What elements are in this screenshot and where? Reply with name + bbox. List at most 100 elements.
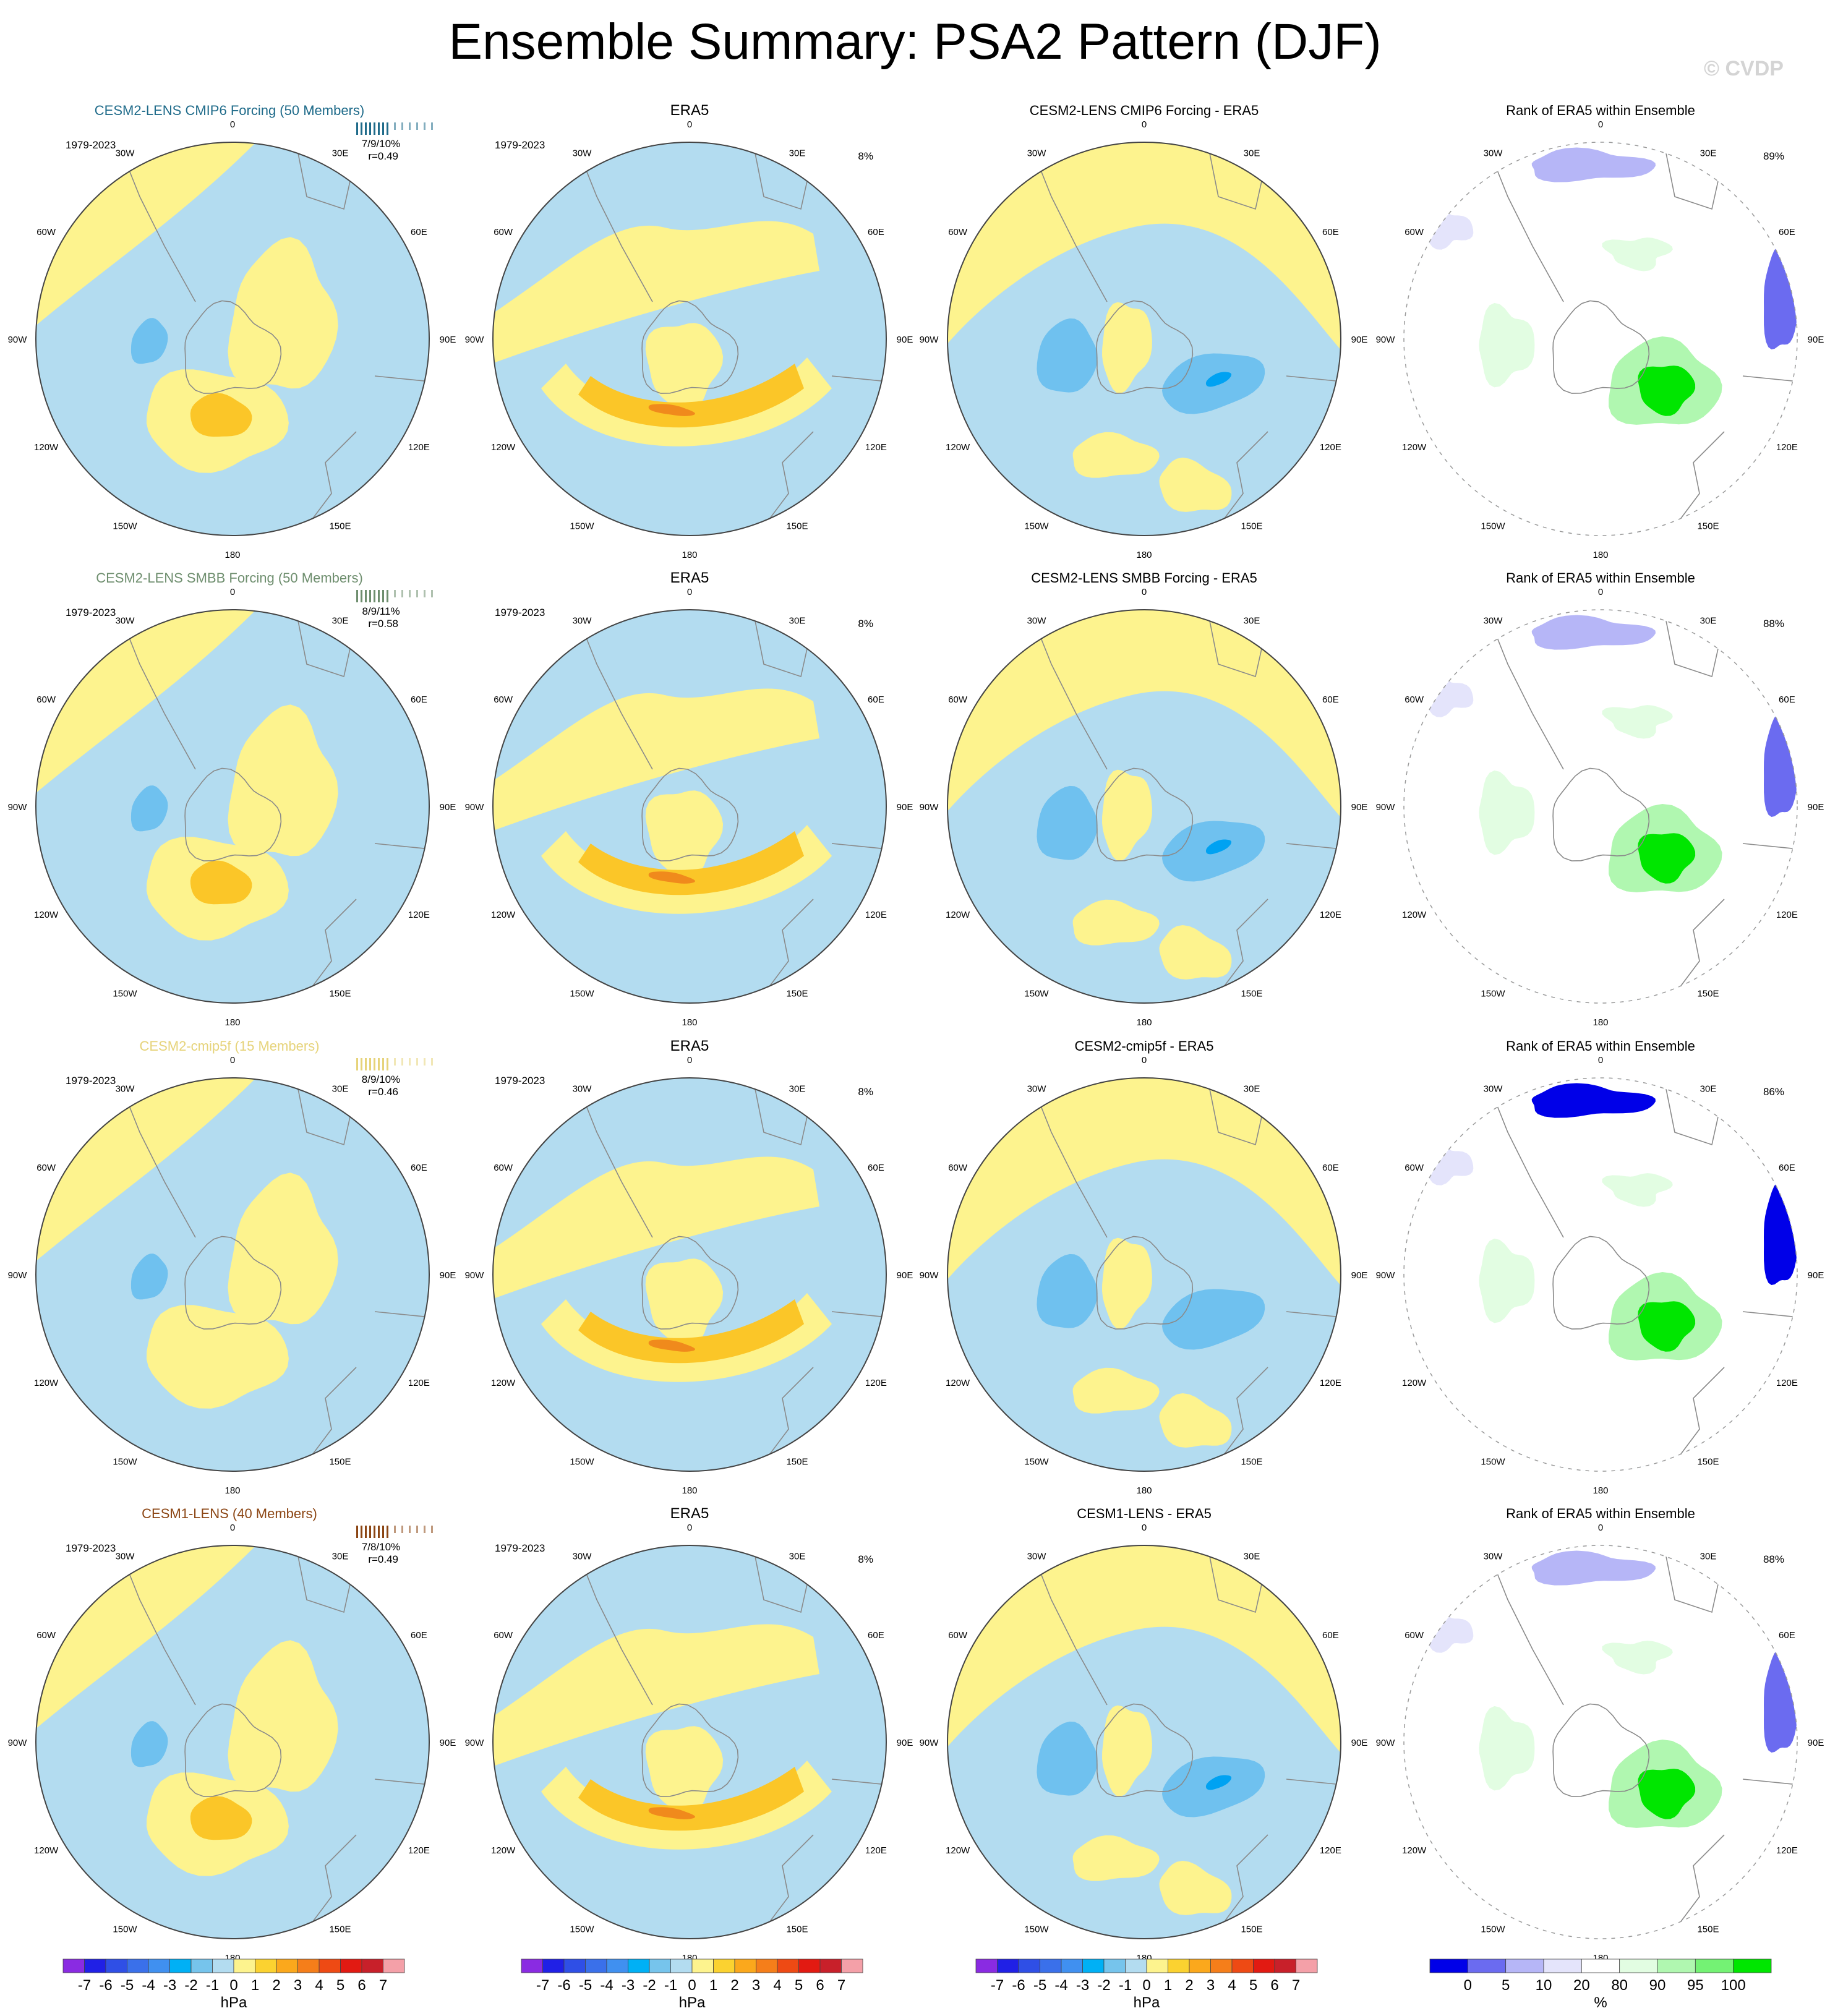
rank-high [1602, 1173, 1673, 1207]
positive-region [1102, 1705, 1152, 1797]
lon-label: 150E [329, 988, 351, 999]
lon-label: 0 [1142, 119, 1147, 130]
lon-label: 60E [1322, 1630, 1339, 1641]
lon-label: 30W [116, 616, 135, 626]
member-tick [378, 1058, 380, 1070]
positive-region [1102, 1237, 1152, 1330]
colorbar-tick-label: 6 [357, 1977, 366, 1994]
rank-high [1638, 833, 1696, 884]
lon-label: 90E [440, 335, 456, 345]
contour-field [947, 610, 1341, 1003]
lon-label: 30E [332, 148, 349, 159]
lon-label: 0 [230, 1523, 235, 1533]
positive-peak [648, 871, 695, 884]
map-panel-r1-c2: 0 30E 60E 90E 120E 150E 180 150W 120W 90W 60W 30W ER… [465, 102, 913, 560]
obs-title: ERA5 [670, 570, 709, 586]
colorbar-tick-label: 1 [1164, 1977, 1172, 1994]
contour-field [947, 1078, 1341, 1471]
lon-label: 180 [224, 1485, 240, 1496]
lon-label: 90E [440, 1738, 456, 1748]
lon-label: 180 [682, 550, 697, 560]
lon-label: 180 [1136, 1485, 1152, 1496]
lon-label: 60W [1405, 1163, 1424, 1173]
map-border [947, 1077, 1341, 1472]
colorbar-tick-label: 3 [1207, 1977, 1215, 1994]
member-tick [387, 590, 388, 602]
map-panel-r4-c1: 030E60E90E120E150E180150W120W90W60W30WCE… [8, 1506, 456, 1963]
member-tick [369, 1058, 371, 1070]
contour-field [1404, 1545, 1797, 1939]
lon-label: 0 [230, 119, 235, 130]
ensemble-spread-bar [356, 590, 433, 602]
contour-field [1404, 610, 1797, 1003]
colorbar-swatch [1146, 1958, 1168, 1973]
colorbar-swatch [1619, 1958, 1658, 1973]
lon-label: 30W [573, 616, 592, 626]
colorbar-tick-label: 4 [315, 1977, 323, 1994]
lon-label: 120W [1402, 1845, 1427, 1856]
colorbar-swatch [1168, 1958, 1190, 1973]
positive-band [541, 1293, 832, 1382]
lon-label: 60E [411, 694, 427, 705]
positive-region [1159, 925, 1232, 980]
lon-label: 120E [1320, 1378, 1341, 1388]
lon-label: 0 [230, 1055, 235, 1066]
colorbar-swatch [798, 1958, 821, 1973]
lon-label: 120E [1320, 1845, 1341, 1856]
member-tick [401, 590, 403, 597]
colorbar-swatch [276, 1958, 298, 1973]
colorbar-tick-label: -3 [622, 1977, 635, 1994]
colorbar-swatch [255, 1958, 277, 1973]
positive-region [1072, 1835, 1160, 1881]
colorbar-tick-label: -3 [1076, 1977, 1089, 1994]
lon-label: 0 [1598, 119, 1603, 130]
lon-label: 90W [1376, 335, 1396, 345]
lon-label: 90E [1808, 802, 1824, 813]
lon-label: 120E [408, 910, 430, 920]
member-tick [361, 1526, 362, 1538]
colorbar-swatch [585, 1958, 607, 1973]
lon-label: 30E [1700, 616, 1717, 626]
positive-region [1159, 1861, 1232, 1915]
contour-field [1404, 142, 1797, 536]
member-tick [378, 122, 380, 135]
lon-label: 30W [116, 1084, 135, 1095]
lon-label: 60W [494, 227, 513, 237]
map-panel-r1-c3: 0 30E 60E 90E 120E 150E 180 150W 120W 90W 60W 30W CE… [920, 103, 1368, 560]
lon-label: 30W [1027, 148, 1047, 159]
rank-low [1531, 1550, 1656, 1586]
contour-field [1404, 1078, 1797, 1471]
colorbar-tick-label: 3 [294, 1977, 302, 1994]
lon-label: 60W [948, 1163, 968, 1173]
colorbar-swatch [713, 1958, 735, 1973]
map-border [35, 1545, 430, 1939]
period-label: 1979-2023 [495, 1542, 545, 1554]
colorbar-tick-label: 7 [379, 1977, 387, 1994]
colorbar-swatch [1189, 1958, 1211, 1973]
member-tick [431, 590, 433, 597]
member-tick [416, 1058, 418, 1066]
cvdp-watermark: © CVDP [1704, 57, 1784, 80]
member-tick [382, 1526, 384, 1538]
model-title: CESM1-LENS (40 Members) [142, 1506, 317, 1521]
rank-high [1638, 1769, 1696, 1819]
pct-label: 88% [1763, 618, 1784, 630]
member-tick [394, 1058, 396, 1066]
member-tick [356, 122, 358, 135]
lon-label: 30W [116, 1552, 135, 1562]
lon-label: 90W [920, 802, 939, 813]
lon-label: 30E [1244, 1552, 1260, 1562]
model-title: CESM2-LENS CMIP6 Forcing (50 Members) [95, 103, 364, 118]
lon-label: 60E [1779, 694, 1795, 705]
lon-label: 60E [411, 1163, 427, 1173]
lon-label: 150W [113, 1924, 137, 1934]
positive-region [1159, 1393, 1232, 1448]
positive-region [493, 1624, 819, 1767]
lon-label: 150E [786, 1924, 808, 1934]
positive-region [493, 1156, 819, 1299]
member-tick [394, 590, 396, 597]
period-label: 1979-2023 [495, 1075, 545, 1087]
lon-label: 120E [408, 1845, 430, 1856]
colorbar-tick-label: 7 [837, 1977, 845, 1994]
lon-label: 30W [1484, 148, 1503, 159]
